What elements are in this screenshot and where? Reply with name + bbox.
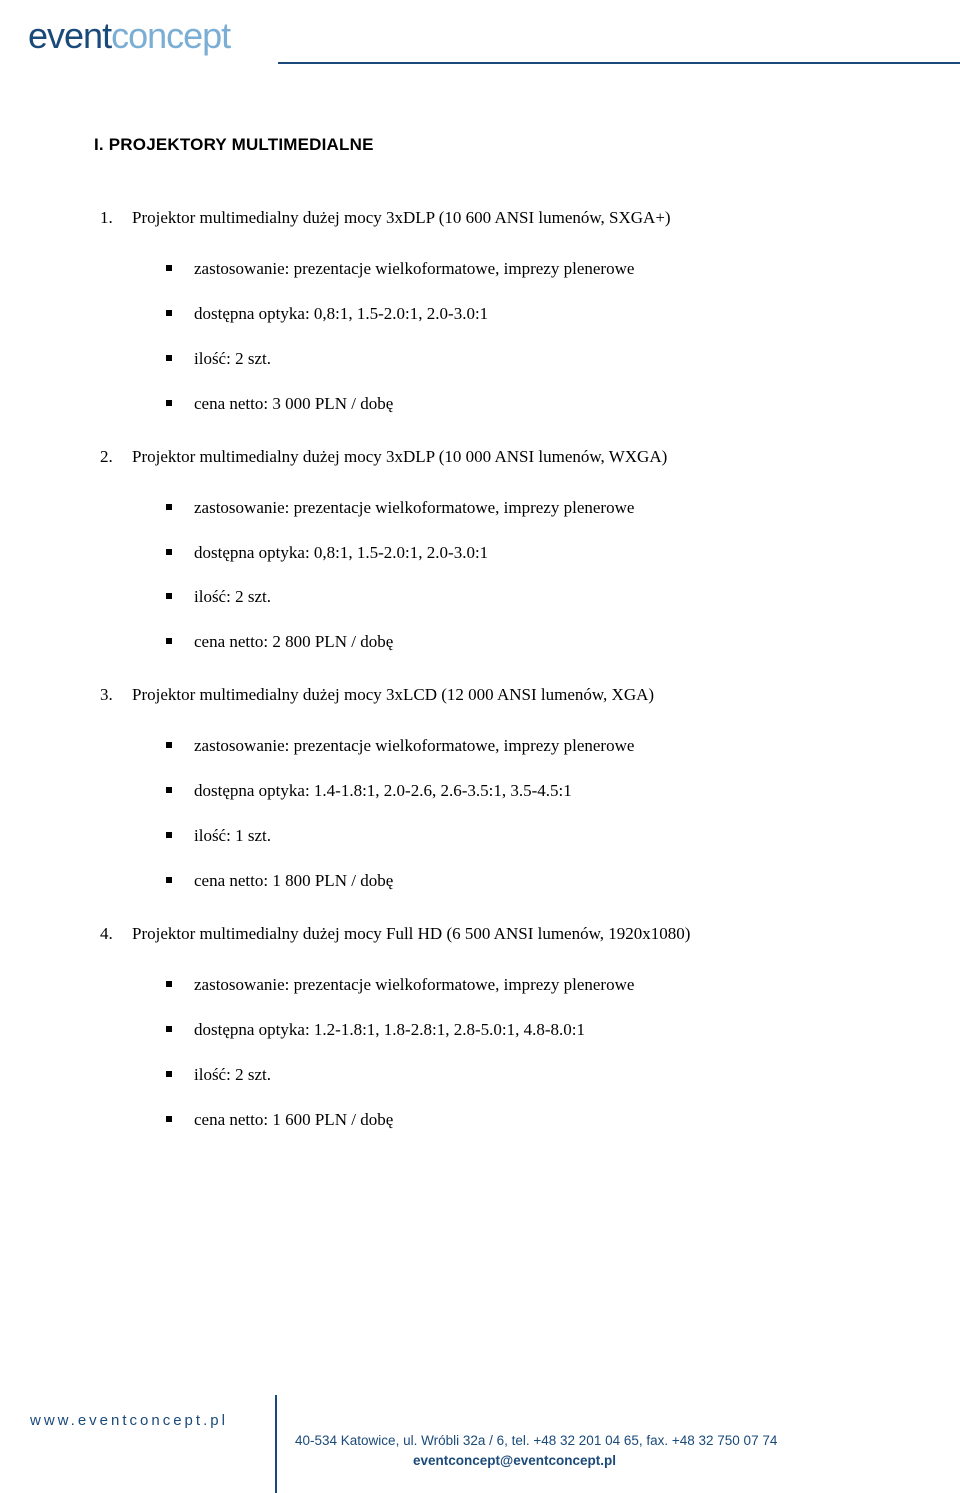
spec-item: cena netto: 3 000 PLN / dobę [166,393,870,416]
spec-item: ilość: 2 szt. [166,586,870,609]
projector-title: Projektor multimedialny dużej mocy 3xLCD… [132,684,870,707]
spec-item: zastosowanie: prezentacje wielkoformatow… [166,258,870,281]
spec-list: zastosowanie: prezentacje wielkoformatow… [132,497,870,655]
footer-address: 40-534 Katowice, ul. Wróbli 32a / 6, tel… [295,1431,777,1451]
spec-item: cena netto: 1 800 PLN / dobę [166,870,870,893]
spec-list: zastosowanie: prezentacje wielkoformatow… [132,974,870,1132]
spec-item: zastosowanie: prezentacje wielkoformatow… [166,974,870,997]
footer-url: www.eventconcept.pl [30,1412,228,1429]
spec-item: dostępna optyka: 0,8:1, 1.5-2.0:1, 2.0-3… [166,542,870,565]
projector-item: Projektor multimedialny dużej mocy 3xDLP… [94,446,870,655]
spec-item: zastosowanie: prezentacje wielkoformatow… [166,497,870,520]
spec-item: zastosowanie: prezentacje wielkoformatow… [166,735,870,758]
projector-list: Projektor multimedialny dużej mocy 3xDLP… [94,207,870,1132]
spec-item: ilość: 1 szt. [166,825,870,848]
footer-contact: 40-534 Katowice, ul. Wróbli 32a / 6, tel… [295,1431,777,1472]
projector-title: Projektor multimedialny dużej mocy Full … [132,923,870,946]
spec-item: dostępna optyka: 1.2-1.8:1, 1.8-2.8:1, 2… [166,1019,870,1042]
projector-item: Projektor multimedialny dużej mocy 3xDLP… [94,207,870,416]
brand-part1: event [28,15,111,56]
spec-item: ilość: 2 szt. [166,1064,870,1087]
brand-logo: eventconcept [28,18,960,54]
spec-item: cena netto: 1 600 PLN / dobę [166,1109,870,1132]
projector-title: Projektor multimedialny dużej mocy 3xDLP… [132,207,870,230]
page-header: eventconcept [0,0,960,64]
footer-divider [275,1395,277,1493]
spec-list: zastosowanie: prezentacje wielkoformatow… [132,735,870,893]
spec-item: ilość: 2 szt. [166,348,870,371]
brand-part2: concept [111,15,230,56]
section-title: I. PROJEKTORY MULTIMEDIALNE [94,134,870,157]
spec-item: dostępna optyka: 0,8:1, 1.5-2.0:1, 2.0-3… [166,303,870,326]
footer-email: eventconcept@eventconcept.pl [295,1451,777,1471]
projector-item: Projektor multimedialny dużej mocy 3xLCD… [94,684,870,893]
projector-item: Projektor multimedialny dużej mocy Full … [94,923,870,1132]
spec-list: zastosowanie: prezentacje wielkoformatow… [132,258,870,416]
document-body: I. PROJEKTORY MULTIMEDIALNE Projektor mu… [0,64,960,1132]
spec-item: dostępna optyka: 1.4-1.8:1, 2.0-2.6, 2.6… [166,780,870,803]
spec-item: cena netto: 2 800 PLN / dobę [166,631,870,654]
projector-title: Projektor multimedialny dużej mocy 3xDLP… [132,446,870,469]
